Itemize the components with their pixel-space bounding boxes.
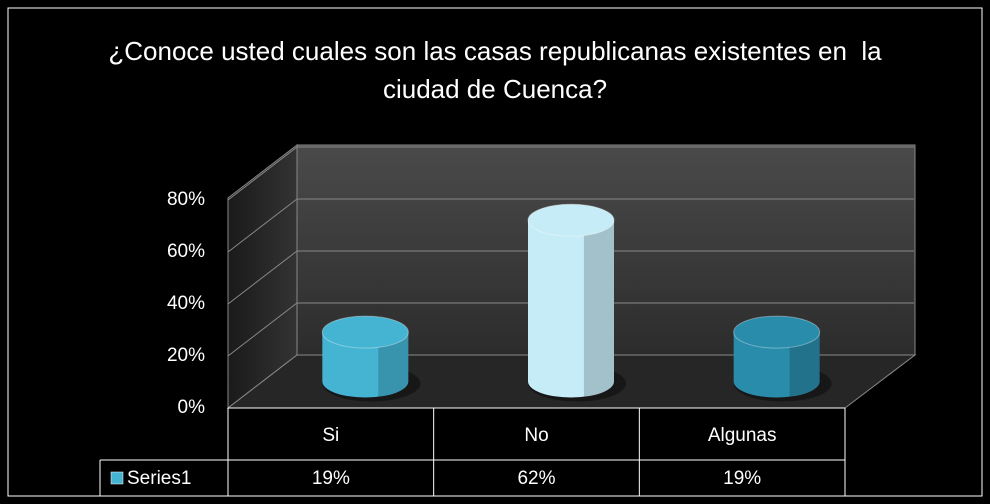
legend-key xyxy=(110,471,124,485)
y-tick-label: 80% xyxy=(167,189,205,210)
grid-line xyxy=(227,146,914,201)
x-tick-label: Algunas xyxy=(708,425,777,446)
y-tick-label: 40% xyxy=(167,293,205,314)
data-label: 62% xyxy=(517,468,555,489)
cylinder xyxy=(321,315,421,402)
data-label: 19% xyxy=(723,468,761,489)
data-label: 19% xyxy=(312,468,350,489)
cylinder-top xyxy=(527,203,615,237)
x-tick-label: Si xyxy=(322,425,339,446)
cylinder-body xyxy=(322,332,409,398)
cylinder-top xyxy=(321,315,409,349)
legend-label: Series1 xyxy=(127,468,191,489)
cylinder-body xyxy=(528,220,614,398)
cylinder xyxy=(527,203,626,402)
y-tick-label: 60% xyxy=(167,241,205,262)
grid-line xyxy=(227,250,914,305)
y-tick-label: 20% xyxy=(167,345,205,366)
grid-line xyxy=(227,198,914,253)
cylinder-body xyxy=(733,332,820,398)
grid-line xyxy=(227,302,914,357)
cylinder-shade xyxy=(378,332,409,397)
cylinder-shade xyxy=(789,332,820,397)
y-tick-label: 0% xyxy=(178,397,206,418)
x-tick-label: No xyxy=(524,425,548,446)
chart-title: ¿Conoce usted cuales son las casas repub… xyxy=(108,36,889,104)
cylinder-shade xyxy=(583,220,614,397)
cylinder xyxy=(733,315,832,402)
cylinder-top xyxy=(733,315,821,349)
